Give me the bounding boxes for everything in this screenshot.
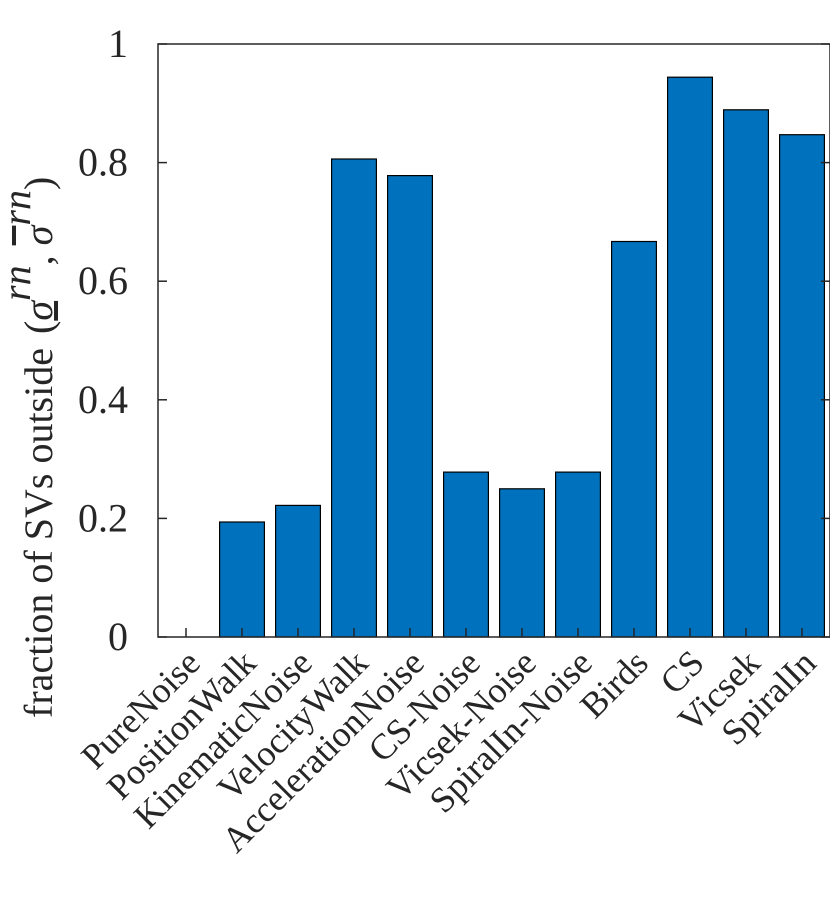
bars-group — [219, 76, 825, 638]
bar-spiralin — [778, 134, 825, 638]
y-tick-label: 0.2 — [78, 495, 128, 540]
y-tick-label: 0.4 — [78, 377, 128, 422]
y-axis-label-math: (σrn, σrn) — [0, 177, 61, 334]
y-tick-labels: 0 0.2 0.4 0.6 0.8 1 — [78, 21, 128, 659]
bar-birds — [610, 240, 657, 638]
bar-cs — [666, 76, 713, 638]
y-tick-label: 0.6 — [78, 258, 128, 303]
bar-spiralin-noise — [554, 471, 601, 638]
bar-vicsek-noise — [499, 488, 546, 638]
bar-positionwalk — [219, 521, 266, 638]
axes-box — [157, 43, 830, 638]
bar-kinematicnoise — [275, 504, 322, 638]
x-tick-labels: PureNoisePositionWalkKinematicNoiseVeloc… — [73, 642, 823, 860]
x-tick-label: Birds — [572, 642, 655, 725]
y-tick-label: 1 — [108, 21, 128, 66]
bar-accelerationnoise — [387, 175, 434, 638]
y-axis-label-text: fraction of SVs outside — [16, 348, 61, 718]
bar-cs-noise — [443, 471, 490, 638]
y-tick-label: 0.8 — [78, 140, 128, 185]
bar-velocitywalk — [331, 158, 378, 638]
y-axis-label: fraction of SVs outside (σrn, σrn) — [0, 177, 61, 718]
y-tick-label: 0 — [108, 614, 128, 659]
bar-vicsek — [722, 109, 769, 638]
axes-frame — [157, 43, 830, 638]
